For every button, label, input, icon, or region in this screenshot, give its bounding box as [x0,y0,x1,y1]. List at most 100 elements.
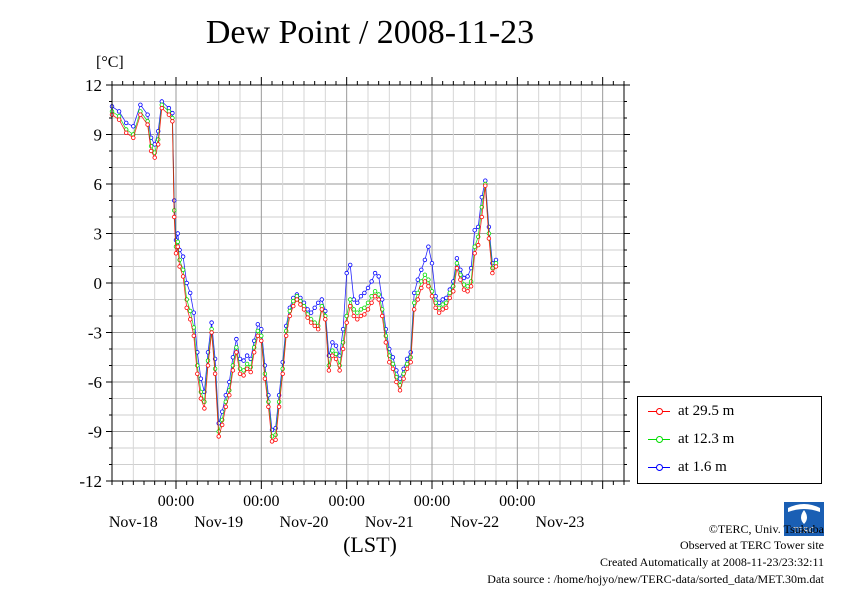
data-point [436,310,442,315]
data-point [152,142,157,147]
data-point [284,333,289,338]
data-point [276,404,282,409]
legend-item-29-5m: at 29.5 m [648,401,734,421]
legend-swatch [648,462,670,472]
legend: at 29.5 m at 12.3 m at 1.6 m [637,396,822,484]
data-point [419,285,424,291]
data-point [401,376,406,381]
data-point [319,307,324,312]
data-point [316,300,321,305]
data-point [351,297,356,302]
data-point [244,353,250,358]
data-point [330,353,335,358]
data-point [177,264,182,269]
x-day-label: Nov-19 [194,514,243,531]
data-point [394,379,399,385]
data-point [340,346,346,352]
x-time-label: 00:00 [499,493,535,510]
data-point [234,345,239,350]
data-point [273,437,278,442]
data-point [177,257,182,263]
data-point [404,356,410,362]
data-point [344,320,349,325]
data-point [323,317,328,322]
data-point [333,356,339,362]
data-point [444,305,449,310]
data-point [227,393,232,398]
data-point [454,261,460,266]
data-point [241,368,246,373]
data-point [465,274,470,279]
data-point [355,310,360,315]
data-point [465,284,470,289]
data-point [244,361,250,367]
data-point [372,270,378,276]
data-point [465,289,470,294]
data-point [175,244,180,249]
data-point [415,277,420,282]
data-point [216,434,221,439]
data-point [191,310,196,315]
data-point [173,251,179,256]
data-point [301,307,307,312]
data-point [259,338,264,343]
data-point [159,105,164,111]
data-point [269,439,275,444]
data-point [333,351,339,357]
y-tick-label: -6 [88,373,102,392]
data-point [365,300,371,305]
data-point [308,310,314,315]
data-point [175,239,180,244]
data-point [472,227,477,233]
y-tick-label: 6 [94,175,103,194]
legend-item-12-3m: at 12.3 m [648,429,734,449]
data-point [291,298,296,304]
data-point [198,396,204,401]
x-day-label: Nov-23 [536,514,585,531]
data-point [355,300,360,305]
series-at-29-5-m [109,105,499,444]
data-point [419,279,424,284]
data-point [408,360,413,365]
data-point [305,315,310,320]
data-point [202,406,207,411]
footer-observed: Observed at TERC Tower site [679,538,824,552]
data-point [380,313,385,319]
data-point [248,369,253,375]
data-point [412,290,417,296]
data-point [358,294,364,299]
data-point [362,305,367,310]
y-tick-label: 3 [94,225,103,244]
data-point [433,305,438,310]
terc-logo-icon: TERC [784,502,824,536]
data-point [219,422,225,428]
data-point [369,300,374,305]
data-point [131,135,136,140]
data-point [337,368,342,373]
data-point [244,366,250,371]
data-point [479,214,484,220]
data-point [291,303,296,309]
data-point [333,343,339,348]
data-point [351,313,356,319]
x-day-label: Nov-22 [450,514,499,531]
legend-label: at 1.6 m [678,458,727,475]
data-point [209,320,214,325]
data-point [184,280,189,286]
data-point [237,371,243,376]
x-time-label: 00:00 [414,493,450,510]
data-point [493,264,499,269]
data-point [429,294,435,299]
data-point [316,327,321,332]
footer-copyright: ©TERC, Univ. Tsukuba [708,522,824,536]
data-point [362,312,367,317]
footer-source: Data source : /home/hojyo/new/TERC-data/… [487,572,824,586]
data-point [376,297,381,302]
data-point [180,274,186,279]
data-point [175,231,180,236]
x-day-label: Nov-18 [109,514,158,531]
data-point [116,117,122,122]
data-point [369,279,374,284]
